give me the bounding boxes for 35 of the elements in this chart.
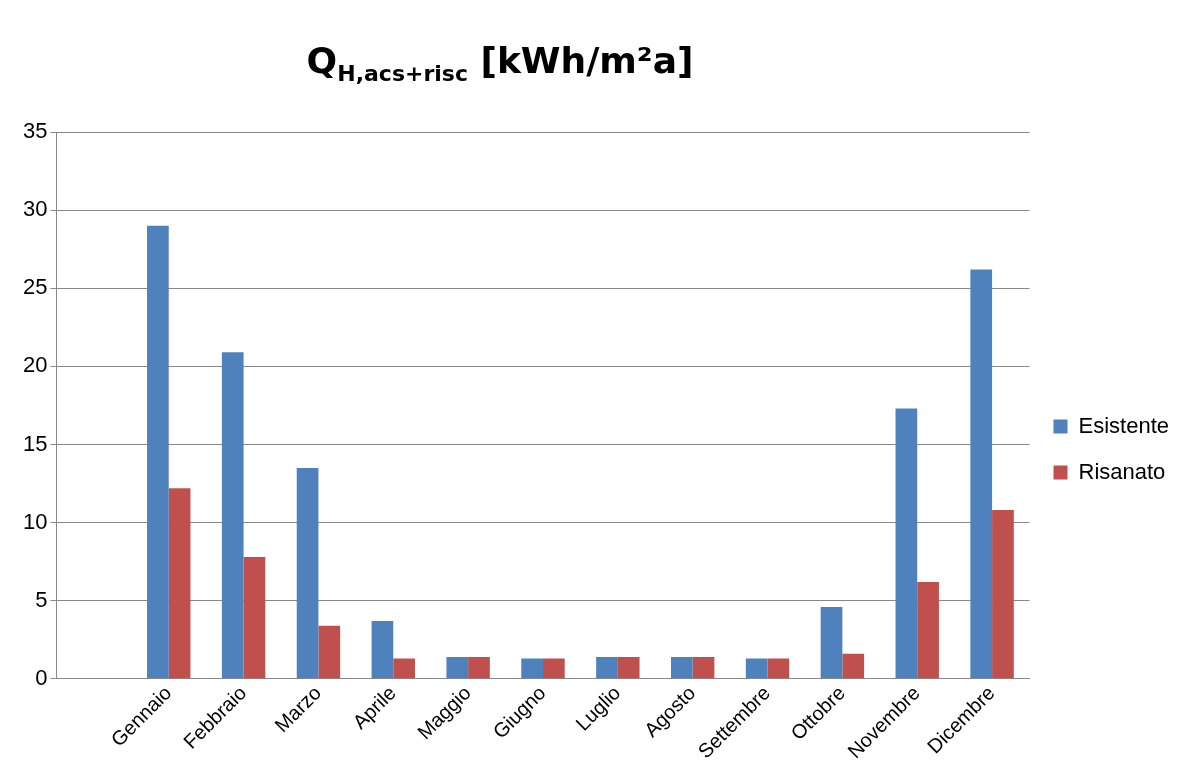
legend-label: Risanato (1078, 458, 1166, 484)
bar (617, 656, 640, 679)
y-tick-label: 25 (22, 274, 48, 300)
bar (446, 656, 469, 679)
bar (521, 658, 543, 679)
bar (692, 656, 715, 679)
bar (842, 653, 865, 679)
bar (992, 510, 1014, 679)
y-tick-label: 15 (22, 430, 48, 456)
bar (895, 408, 918, 679)
bar (468, 656, 490, 679)
y-tick-label: 20 (22, 352, 48, 378)
y-tick-label: 5 (35, 586, 48, 612)
y-tick-label: 30 (22, 196, 48, 222)
y-tick-label: 10 (22, 508, 48, 534)
bar (147, 225, 169, 679)
bar (393, 658, 415, 679)
bar (318, 625, 341, 679)
y-tick-label: 0 (35, 664, 48, 690)
chart-title: Q$_{H,acs+risc}$ [kWh/m²a] (305, 40, 695, 87)
bar (767, 658, 790, 679)
bar (542, 658, 565, 679)
y-tick-label: 35 (22, 118, 48, 144)
bar (745, 658, 768, 679)
bar (168, 488, 191, 679)
bar (296, 467, 319, 679)
bar (371, 620, 394, 679)
bar (820, 606, 843, 679)
bar (670, 656, 693, 679)
bar (596, 656, 618, 679)
legend-label: Esistente (1078, 412, 1170, 438)
bar (243, 556, 266, 679)
bar (917, 581, 939, 679)
bar (970, 269, 993, 679)
bar (221, 352, 244, 679)
